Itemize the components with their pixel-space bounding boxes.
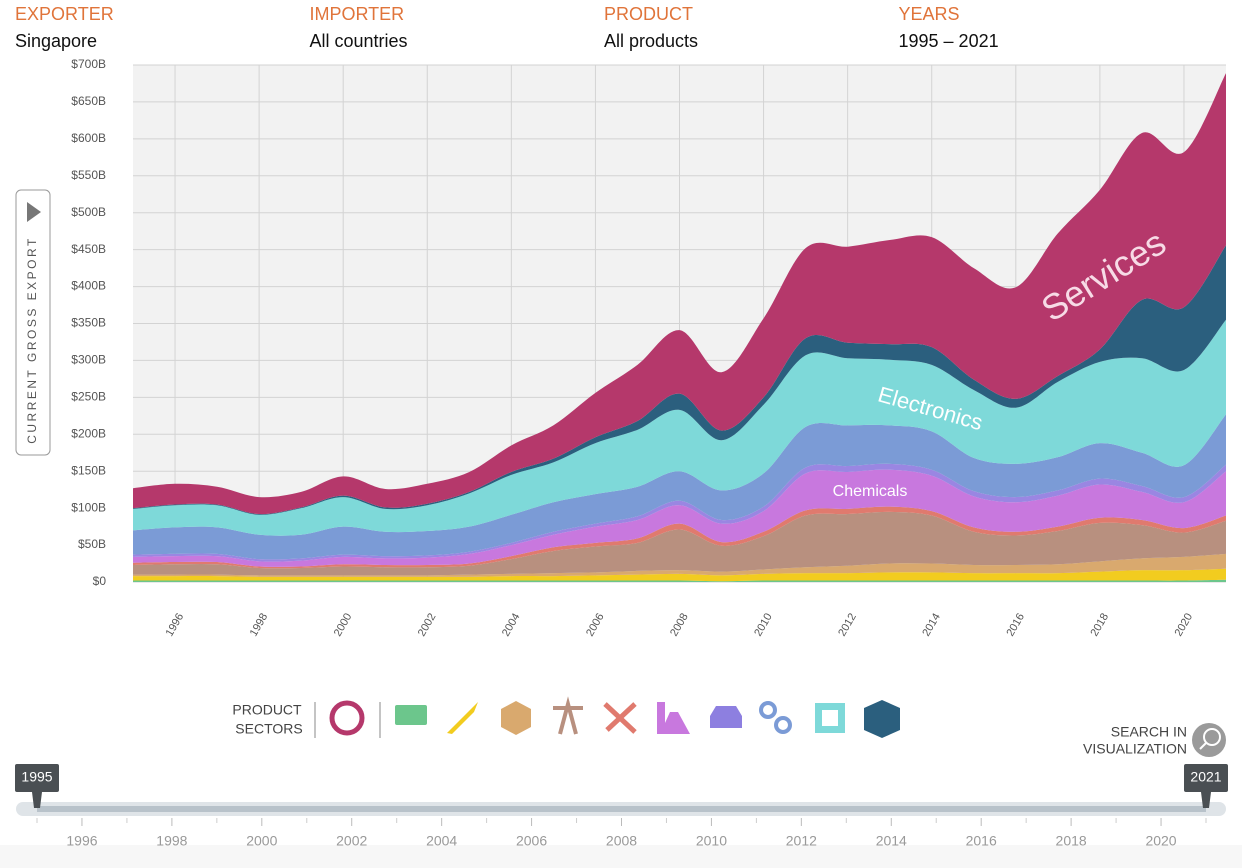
area: [133, 553, 1226, 577]
y-tick-label: $150B: [71, 463, 106, 477]
search-icon-handle: [1199, 742, 1207, 750]
x-tick-label: 2002: [416, 611, 439, 638]
sector-icons: [314, 696, 900, 738]
timeline-label: 2016: [966, 833, 997, 849]
agriculture-icon[interactable]: [447, 702, 478, 734]
chemicals-icon[interactable]: [657, 702, 690, 734]
minerals-icon[interactable]: [553, 696, 583, 735]
services-icon[interactable]: [329, 700, 365, 736]
timeline-label: 1998: [156, 833, 187, 849]
area: [133, 511, 1226, 576]
timeline-label: 2020: [1145, 833, 1176, 849]
timeline-label: 2008: [606, 833, 637, 849]
y-tick-label: $0: [93, 574, 107, 588]
x-tick-label: 1996: [164, 611, 187, 638]
stone-icon[interactable]: [501, 701, 531, 735]
x-tick-label: 2004: [500, 611, 523, 638]
search-button[interactable]: [1192, 723, 1226, 757]
filter-label: PRODUCT: [604, 4, 693, 24]
timeline-footer: [0, 845, 1242, 868]
other-icon[interactable]: [864, 700, 900, 738]
timeline-label: 2010: [696, 833, 727, 849]
y-axis-button[interactable]: CURRENT GROSS EXPORT: [15, 189, 51, 456]
timeline-label: 1996: [66, 833, 97, 849]
x-tick-label: 2000: [332, 611, 355, 638]
x-tick-label: 1998: [248, 611, 271, 638]
x-tick-label: 2018: [1088, 611, 1111, 638]
area: [133, 579, 1226, 582]
handle-box: [1184, 764, 1228, 792]
y-tick-label: $50B: [78, 537, 106, 551]
x-tick-label: 2014: [920, 611, 943, 638]
y-axis-box: [15, 189, 51, 456]
y-axis-label: CURRENT GROSS EXPORT: [25, 236, 39, 444]
x-tick-label: 2016: [1004, 611, 1027, 638]
y-tick-label: $650B: [71, 94, 106, 108]
filter-label: IMPORTER: [310, 4, 405, 24]
timeline-handle[interactable]: 1995: [15, 764, 59, 808]
timeline-label: 2002: [336, 833, 367, 849]
electronics-icon-core: [822, 710, 838, 726]
machinery-icon[interactable]: [774, 716, 792, 734]
y-tick-label: $700B: [71, 57, 106, 71]
x-tick-label: 2006: [584, 611, 607, 638]
area: [133, 414, 1226, 560]
vehicles-icon[interactable]: [710, 706, 742, 728]
timeline-handle[interactable]: 2021: [1184, 764, 1228, 808]
area: [133, 506, 1226, 569]
y-tick-label: $100B: [71, 500, 106, 514]
timeline-label: 2012: [786, 833, 817, 849]
search-label: SEARCH IN: [1111, 724, 1187, 740]
area: [133, 469, 1226, 567]
metals-icon[interactable]: [603, 702, 637, 734]
handle-label: 2021: [1190, 769, 1221, 785]
y-tick-label: $200B: [71, 426, 106, 440]
handle-label: 1995: [21, 769, 52, 785]
series-label: Chemicals: [833, 483, 908, 500]
y-tick-label: $400B: [71, 279, 106, 293]
filter-value[interactable]: 1995 – 2021: [899, 31, 999, 51]
timeline-label: 2018: [1056, 833, 1087, 849]
arrow-icon: [27, 202, 41, 222]
filter-value[interactable]: Singapore: [15, 31, 97, 51]
y-tick-label: $450B: [71, 242, 106, 256]
timeline-label: 2000: [246, 833, 277, 849]
y-tick-label: $300B: [71, 353, 106, 367]
sectors-label: PRODUCT: [232, 702, 302, 718]
machinery-icon[interactable]: [759, 701, 777, 719]
search-icon: [1192, 723, 1226, 757]
search-label: VISUALIZATION: [1083, 741, 1187, 757]
timeline-range: [37, 806, 1206, 812]
filter-value[interactable]: All products: [604, 31, 698, 51]
textiles-icon[interactable]: [395, 705, 427, 725]
y-tick-label: $500B: [71, 205, 106, 219]
handle-pin: [1201, 792, 1211, 808]
filter-value[interactable]: All countries: [310, 31, 408, 51]
y-tick-label: $350B: [71, 316, 106, 330]
y-tick-label: $550B: [71, 168, 106, 182]
area: [133, 568, 1226, 582]
y-tick-label: $250B: [71, 390, 106, 404]
y-tick-label: $600B: [71, 131, 106, 145]
filter-label: EXPORTER: [15, 4, 114, 24]
sectors-label: SECTORS: [235, 721, 302, 737]
timeline-label: 2006: [516, 833, 547, 849]
area: [133, 73, 1226, 515]
timeline-label: 2014: [876, 833, 907, 849]
x-tick-label: 2008: [668, 611, 691, 638]
search-icon-lens: [1203, 728, 1221, 746]
filter-label: YEARS: [899, 4, 960, 24]
x-tick-label: 2020: [1173, 611, 1196, 638]
handle-pin: [32, 792, 42, 808]
handle-box: [15, 764, 59, 792]
x-tick-label: 2010: [752, 611, 775, 638]
x-tick-label: 2012: [836, 611, 859, 638]
area: [133, 319, 1226, 536]
timeline-label: 2004: [426, 833, 457, 849]
